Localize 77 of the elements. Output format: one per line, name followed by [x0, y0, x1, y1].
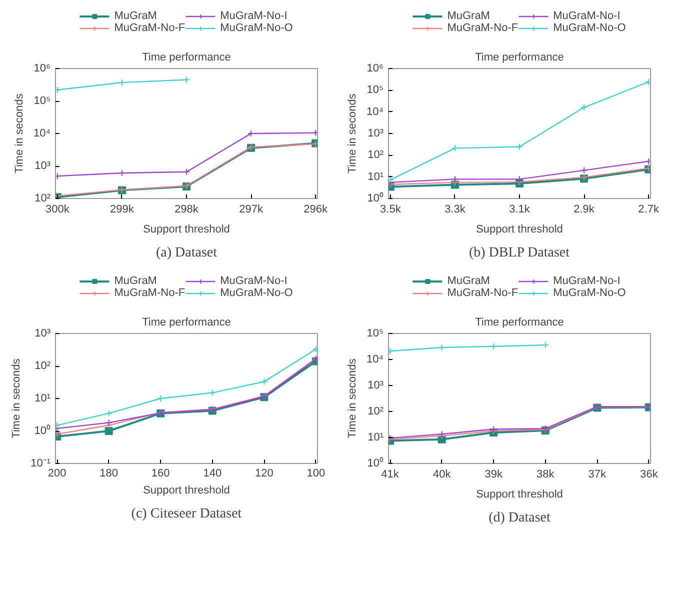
y-axis-title: Time in seconds [14, 93, 26, 174]
text: (d) Dataset [488, 510, 551, 526]
y-tick-label: 10² [368, 149, 384, 162]
y-tick-label: 10⁶ [34, 62, 50, 74]
y-tick-label: 10² [34, 192, 51, 204]
x-tick-label: 40k [432, 468, 452, 480]
y-tick-label: 10⁰ [34, 424, 51, 437]
text: (a) Dataset [156, 246, 218, 260]
y-axis-title: Time in seconds [346, 358, 359, 438]
legend-label: MuGraM-No-F [114, 22, 186, 34]
y-tick-label: 10³ [34, 328, 51, 340]
legend-label: MuGraM [114, 10, 157, 22]
x-tick-label: 41k [381, 468, 400, 480]
y-tick-label: 10⁶ [366, 62, 384, 74]
x-tick-label: 3.5k [380, 204, 402, 216]
chart-title: Time performance [142, 316, 231, 328]
x-tick-label: 180 [100, 468, 118, 480]
y-tick-label: 10⁴ [34, 128, 51, 140]
x-tick-label: 39k [484, 468, 503, 480]
x-axis-title: Support threshold [476, 488, 563, 500]
y-tick-label: 10⁴ [366, 106, 384, 118]
x-tick-label: 200 [48, 468, 66, 480]
x-axis-title: Support threshold [476, 224, 563, 236]
legend-label: MuGraM-No-O [220, 287, 293, 299]
x-tick-label: 160 [151, 468, 170, 480]
legend-label: MuGraM-No-I [553, 10, 620, 22]
x-tick-label: 298k [174, 204, 199, 216]
y-tick-label: 10⁵ [366, 328, 384, 340]
x-tick-label: 120 [254, 468, 274, 480]
x-axis-title: Support threshold [143, 224, 230, 236]
y-tick-label: 10¹ [368, 432, 384, 444]
y-tick-label: 10⁴ [366, 354, 384, 366]
legend-label: MuGraM-No-I [220, 10, 288, 22]
x-tick-label: 36k [640, 468, 658, 480]
legend-label: MuGraM-No-I [220, 275, 288, 287]
x-tick-label: 3.1k [509, 204, 530, 216]
x-tick-label: 3.3k [444, 204, 466, 216]
y-tick-label: 10² [368, 406, 384, 418]
chart-title: Time performance [142, 52, 231, 64]
y-tick-label: 10⁵ [34, 95, 50, 107]
legend-label: MuGraM-No-O [553, 22, 626, 34]
legend-label: MuGraM [114, 275, 157, 287]
y-tick-label: 10⁻¹ [30, 458, 51, 470]
y-tick-label: 10³ [34, 160, 51, 172]
legend-label: MuGraM-No-F [447, 22, 518, 34]
x-tick-label: 100 [306, 468, 326, 480]
x-tick-label: 37k [588, 468, 607, 480]
text: (c) Citeseer Dataset [131, 506, 242, 522]
y-tick-label: 10¹ [368, 170, 384, 183]
y-axis-title: Time in seconds [10, 358, 23, 438]
legend-label: MuGraM-No-F [114, 287, 186, 299]
chart-title: Time performance [475, 316, 564, 328]
y-tick-label: 10³ [368, 128, 384, 140]
y-tick-label: 10¹ [34, 392, 51, 404]
x-tick-label: 140 [203, 468, 222, 480]
chart-title: Time performance [475, 52, 564, 64]
x-tick-label: 300k [46, 204, 70, 216]
y-tick-label: 10⁰ [367, 456, 384, 470]
legend-label: MuGraM [447, 10, 490, 22]
y-tick-label: 10⁰ [367, 192, 384, 204]
x-tick-label: 299k [110, 204, 134, 216]
text: (b) DBLP Dataset [468, 246, 570, 260]
x-tick-label: 2.7k [638, 204, 660, 216]
y-tick-label: 10² [34, 360, 51, 372]
legend-label: MuGraM-No-F [447, 287, 518, 299]
y-tick-label: 10³ [368, 380, 384, 392]
x-tick-label: 297k [239, 204, 264, 216]
x-tick-label: 2.9k [574, 204, 595, 216]
y-tick-label: 10⁵ [366, 84, 384, 96]
legend-label: MuGraM-No-O [553, 287, 626, 299]
legend-label: MuGraM [447, 275, 490, 287]
x-tick-label: 296k [304, 204, 328, 216]
x-axis-title: Support threshold [143, 484, 230, 496]
legend-label: MuGraM-No-O [220, 22, 293, 34]
legend-label: MuGraM-No-I [553, 275, 620, 287]
x-tick-label: 38k [536, 468, 555, 480]
y-axis-title: Time in seconds [346, 93, 359, 174]
